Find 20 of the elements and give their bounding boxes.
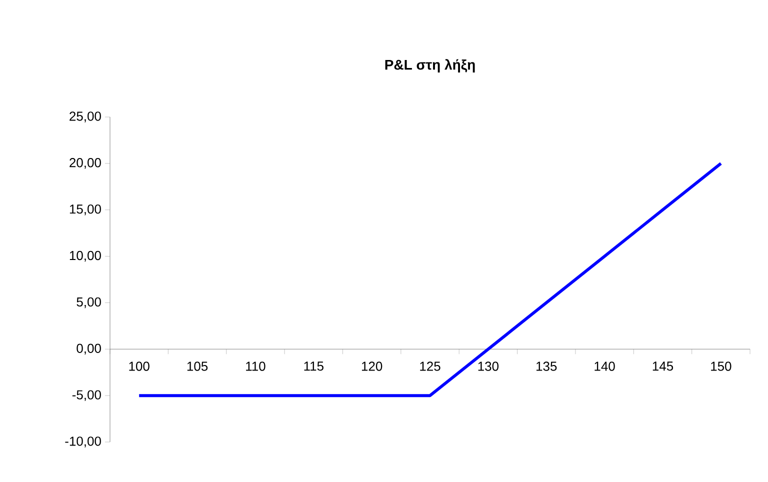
- x-tick-label: 100: [129, 362, 150, 371]
- x-tick-label: 145: [652, 362, 674, 371]
- y-tick-label: -10,00: [65, 436, 101, 448]
- x-tick-label: 115: [304, 362, 324, 371]
- x-tick-label: 105: [187, 362, 208, 371]
- x-tick-label: 140: [594, 362, 615, 371]
- x-tick-label: 110: [246, 362, 266, 371]
- y-tick-label: 25,00: [70, 112, 101, 122]
- y-tick-label: 20,00: [70, 158, 101, 169]
- x-tick-label: 135: [536, 362, 557, 371]
- x-tick-label: 125: [420, 362, 440, 371]
- y-tick-label: 0,00: [76, 344, 101, 355]
- y-tick-label: 5,00: [76, 297, 101, 308]
- y-tick-label: -5,00: [72, 390, 101, 401]
- x-tick-label: 150: [711, 362, 732, 371]
- y-tick-label: 15,00: [70, 204, 101, 216]
- x-tick-label: 130: [478, 362, 499, 371]
- x-tick-label: 120: [362, 362, 382, 371]
- chart-title: P&L στη λήξη: [385, 59, 475, 73]
- y-tick-label: 10,00: [70, 250, 101, 262]
